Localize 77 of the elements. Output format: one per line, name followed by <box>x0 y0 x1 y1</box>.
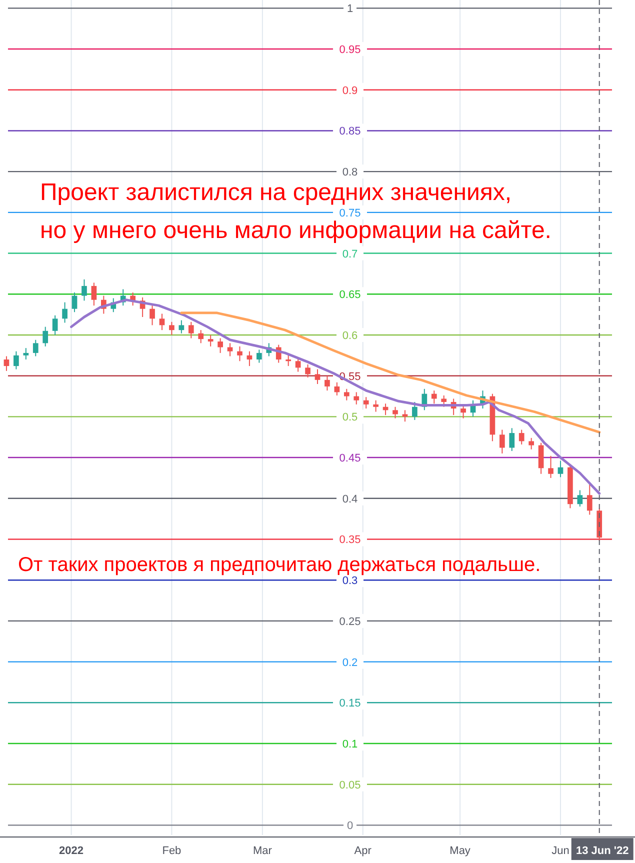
ref-line-label: 0.25 <box>339 616 361 628</box>
ref-line-label: 0.7 <box>342 248 358 260</box>
candlestick <box>4 356 10 372</box>
candlestick <box>509 428 515 452</box>
candlestick <box>82 278 87 302</box>
candlestick <box>42 326 48 347</box>
x-tick-label: May <box>450 845 471 857</box>
candlestick <box>227 342 233 357</box>
candlestick <box>178 320 184 334</box>
candlestick <box>237 346 242 362</box>
candlestick <box>431 390 437 404</box>
ref-line-label: 0.35 <box>339 534 361 546</box>
ref-line-label: 0.95 <box>339 44 361 56</box>
candlestick <box>528 437 534 450</box>
x-tick-label: Feb <box>162 845 182 857</box>
candlestick <box>373 400 378 412</box>
candlestick <box>23 348 29 360</box>
ref-line-label: 0.45 <box>339 452 361 465</box>
ref-line-label: 0.5 <box>342 412 358 424</box>
ref-line-label: 0.8 <box>342 166 358 179</box>
ref-line-label: 0.05 <box>339 779 361 792</box>
ref-line-label: 0.65 <box>339 289 361 302</box>
annotation: От таких проектов я предпочитаю держаться подальше. <box>18 554 541 576</box>
ref-line-label: 0.3 <box>342 575 358 588</box>
candlestick <box>52 314 58 336</box>
candlestick <box>586 483 592 516</box>
x-tick-label: 2022 <box>59 845 84 857</box>
candlestick <box>72 292 78 313</box>
candlestick <box>334 382 340 396</box>
ref-line-label: 0.4 <box>342 493 358 506</box>
ref-line-label: 1 <box>346 3 354 16</box>
candlestick <box>32 339 38 357</box>
candlestick <box>402 410 408 422</box>
candlestick <box>286 354 292 367</box>
candlestick <box>354 392 360 405</box>
candlestick <box>159 313 165 331</box>
candlestick <box>460 404 466 419</box>
candlestick <box>198 330 204 344</box>
x-tick-label: Mar <box>252 845 272 857</box>
ref-line-label: 0 <box>346 820 354 832</box>
candlestick <box>518 429 524 445</box>
candlestick <box>412 401 418 420</box>
candlestick <box>218 338 223 354</box>
candlestick <box>305 364 310 378</box>
candlestick <box>577 490 583 508</box>
candlestick <box>246 350 252 367</box>
candlestick <box>62 302 68 324</box>
annotation: но у мнего очень мало информации на сайте. <box>40 217 552 244</box>
x-tick-label: Apr <box>354 845 372 857</box>
ref-line-label: 0.85 <box>339 126 361 138</box>
candlestick <box>295 357 301 372</box>
ref-line-label: 0.6 <box>342 330 358 342</box>
candlestick <box>256 349 262 364</box>
ref-line-label: 0.2 <box>342 656 358 669</box>
candlestick <box>324 375 330 392</box>
ref-line-label: 0.1 <box>342 738 358 750</box>
candlestick <box>363 396 369 410</box>
candlestick <box>548 455 554 478</box>
ref-line-label: 0.9 <box>342 84 358 97</box>
candlestick <box>392 406 398 419</box>
ref-line-label: 0.15 <box>339 698 361 710</box>
ref-line-label: 13 Jun '22 <box>576 845 629 857</box>
annotation: Проект залистился на средних значениях, <box>40 179 512 206</box>
ref-line-label: 0.75 <box>339 207 361 220</box>
candlestick <box>91 282 97 306</box>
candlestick <box>538 442 544 474</box>
candlestick <box>558 460 564 478</box>
candlestick <box>499 429 505 454</box>
candlestick <box>150 305 155 326</box>
x-tick-label: Jun <box>552 845 570 857</box>
candlestick <box>188 321 194 339</box>
candlestick <box>314 368 320 384</box>
candlestick <box>169 321 174 336</box>
candlestick <box>14 350 19 370</box>
candlestick <box>208 334 214 347</box>
candlestick <box>344 388 350 401</box>
candlestick <box>441 394 447 408</box>
